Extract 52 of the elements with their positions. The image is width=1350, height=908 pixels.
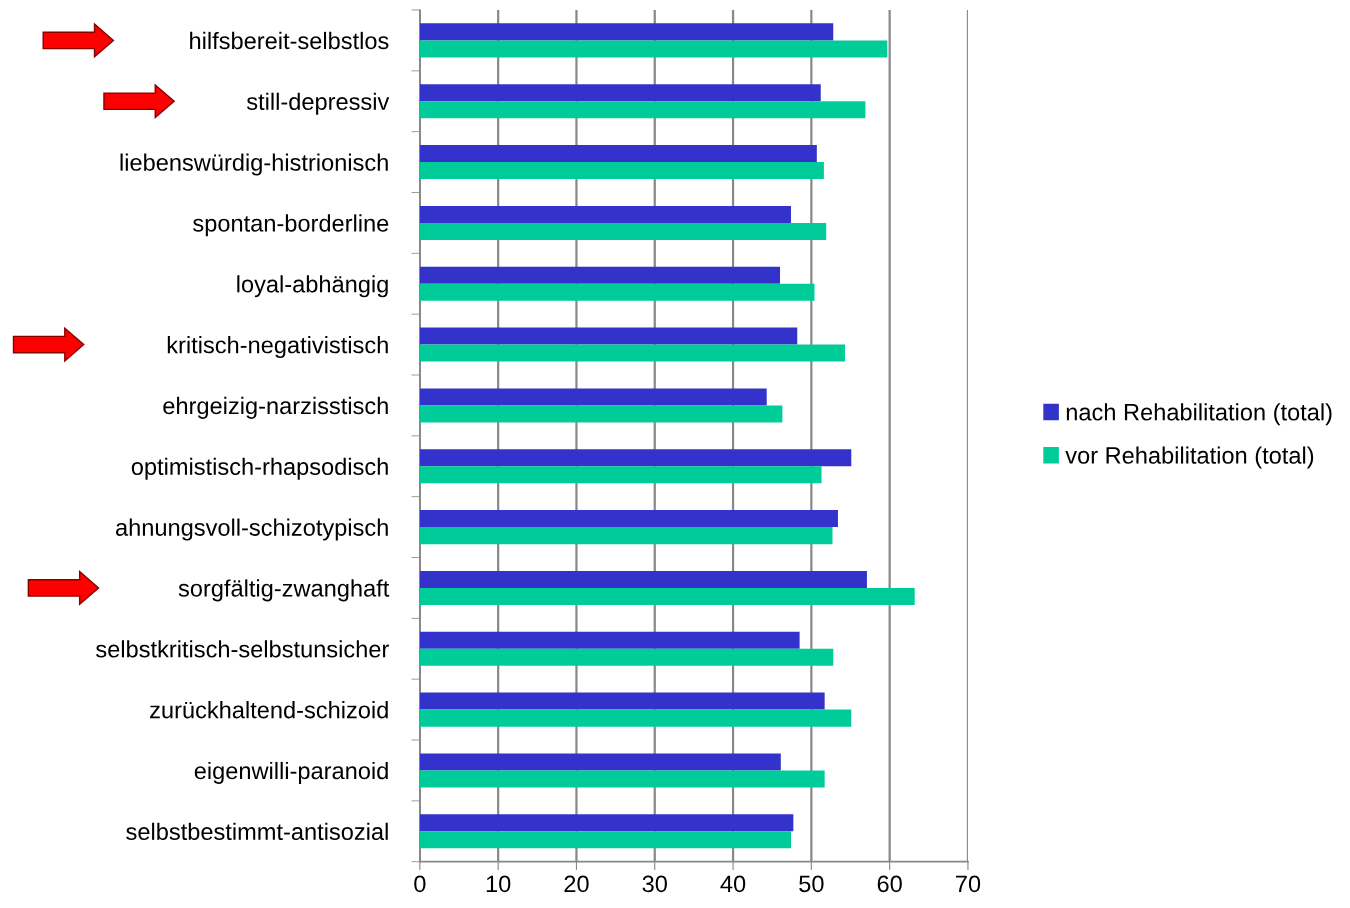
y-tick-label: spontan-borderline <box>193 214 389 237</box>
bar <box>419 162 824 180</box>
bar <box>419 405 783 423</box>
y-tick-label: optimistisch-rhapsodisch <box>131 457 388 480</box>
bar <box>419 692 825 710</box>
y-tick-label: liebenswürdig-histrionisch <box>120 153 388 176</box>
bar <box>419 84 821 102</box>
y-tick-label: still-depressiv <box>246 92 390 115</box>
bar <box>419 648 834 666</box>
bar <box>419 831 791 849</box>
bar <box>419 283 815 301</box>
y-tick-label: ahnungsvoll-schizotypisch <box>116 518 388 541</box>
legend-label: vor Rehabilitation (total) <box>1065 446 1314 469</box>
x-tick-label: 20 <box>564 875 589 893</box>
bar <box>419 449 852 467</box>
bar <box>419 23 834 41</box>
bar <box>419 587 915 605</box>
legend-label: nach Rehabilitation (total) <box>1066 403 1332 426</box>
x-tick-label: 70 <box>956 875 981 893</box>
bar <box>419 266 781 284</box>
bar <box>419 40 888 58</box>
y-tick-label: loyal-abhängig <box>237 275 388 298</box>
bar <box>419 814 794 832</box>
bar <box>419 770 825 788</box>
bar <box>419 327 798 345</box>
y-tick-label: zurückhaltend-schizoid <box>150 701 388 719</box>
x-tick-label: 60 <box>877 875 902 893</box>
y-tick-label: selbstbestimmt-antisozial <box>126 822 388 841</box>
y-tick-label: selbstkritisch-selbstunsicher <box>96 640 389 658</box>
bar <box>419 570 867 588</box>
y-tick-label: kritisch-negativistisch <box>167 336 388 359</box>
bar <box>419 222 827 240</box>
y-tick-label: ehrgeizig-narzisstisch <box>163 396 388 419</box>
x-tick-label: 30 <box>642 875 667 893</box>
x-tick-label: 0 <box>414 875 426 893</box>
bar <box>419 145 817 163</box>
bar <box>419 344 846 362</box>
y-tick-label: sorgfältig-zwanghaft <box>178 579 390 602</box>
bar <box>419 631 800 649</box>
bar <box>419 388 767 406</box>
x-tick-label: 50 <box>799 875 824 893</box>
bar <box>419 205 791 223</box>
bar <box>419 101 866 119</box>
x-tick-label: 40 <box>720 875 746 893</box>
bar <box>419 466 822 484</box>
x-tick-label: 10 <box>486 875 511 893</box>
bar <box>419 709 852 727</box>
y-tick-label: hilfsbereit-selbstlos <box>190 31 389 50</box>
bar <box>419 510 838 528</box>
y-tick-label: eigenwilli-paranoid <box>194 761 388 784</box>
bar <box>419 753 781 771</box>
bar <box>419 527 833 545</box>
